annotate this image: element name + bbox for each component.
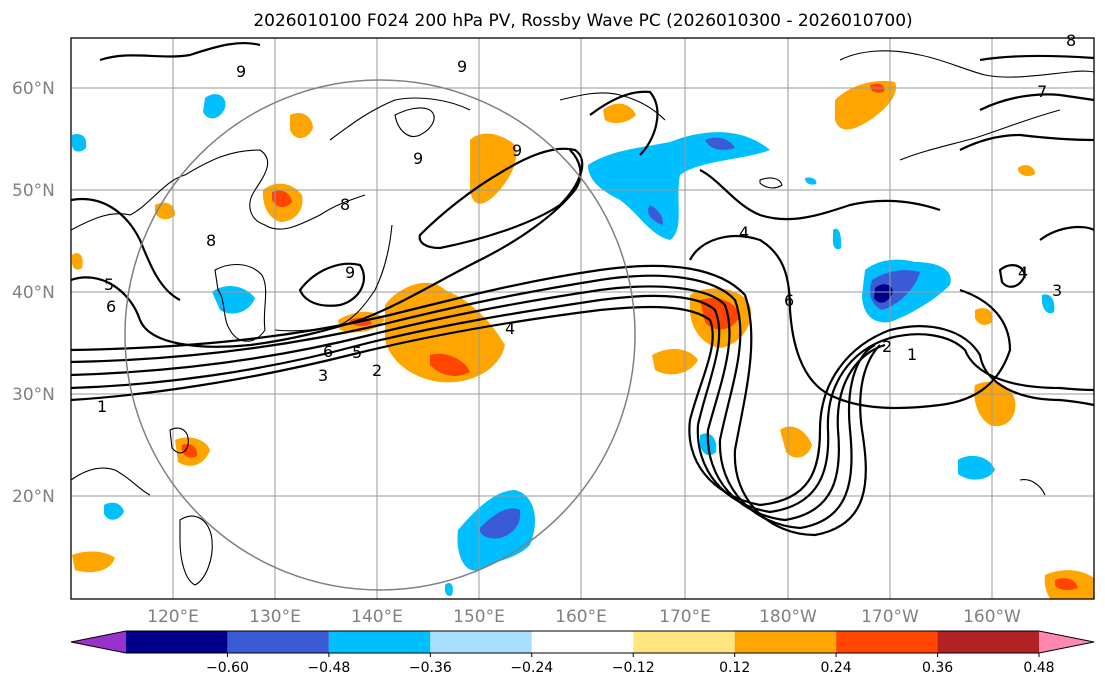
colorbar-bin xyxy=(836,631,938,653)
colorbar-extend-high xyxy=(1039,631,1094,653)
colorbar-tick-label: 0.24 xyxy=(821,660,852,676)
colorbar-tick-label: −0.48 xyxy=(307,660,350,676)
contour-label-5: 5 xyxy=(104,275,114,294)
colorbar-extend-low xyxy=(71,631,126,653)
contour-label-2b: 2 xyxy=(882,337,892,356)
longitude-labels: 120°E 130°E 140°E 150°E 160°E 170°E 180°… xyxy=(147,607,1021,627)
lat-label-40n: 40°N xyxy=(12,283,55,303)
contour-label-8c: 8 xyxy=(1066,31,1076,50)
lon-label-180w: 180°W xyxy=(759,607,817,627)
lat-label-20n: 20°N xyxy=(12,487,55,507)
contour-label-9e: 9 xyxy=(413,149,423,168)
colorbar-bin xyxy=(328,631,431,653)
contour-label-8: 8 xyxy=(206,231,216,250)
colorbar-bin xyxy=(531,631,634,653)
lon-label-120e: 120°E xyxy=(147,607,199,627)
lon-label-130e: 130°E xyxy=(249,607,301,627)
contour-label-7: 7 xyxy=(1037,82,1047,101)
colorbar-bin xyxy=(227,631,329,653)
colorbar-bin xyxy=(734,631,837,653)
lon-label-160w: 160°W xyxy=(963,607,1021,627)
contour-label-9b: 9 xyxy=(457,57,467,76)
colorbar-tick-label: 0.48 xyxy=(1023,660,1054,676)
contour-label-3b: 3 xyxy=(1052,281,1062,300)
lat-label-60n: 60°N xyxy=(12,79,55,99)
contour-label-6c: 6 xyxy=(784,291,794,310)
lon-label-140e: 140°E xyxy=(351,607,403,627)
contour-labels: 1 1 2 2 3 3 4 4 4 5 5 6 6 6 7 8 8 8 9 9 … xyxy=(97,31,1076,416)
colorbar-bin xyxy=(633,631,735,653)
contour-label-4c: 4 xyxy=(1018,263,1028,282)
contour-label-9c: 9 xyxy=(345,263,355,282)
colorbar-tick-label: 0.12 xyxy=(719,660,750,676)
contour-label-6: 6 xyxy=(106,297,116,316)
lon-label-170w: 170°W xyxy=(861,607,919,627)
colorbar-outline xyxy=(70,630,1095,654)
colorbar-tick-label: −0.60 xyxy=(206,660,249,676)
latitude-labels: 60°N 50°N 40°N 30°N 20°N xyxy=(12,79,55,507)
contour-label-1b: 1 xyxy=(907,345,917,364)
lat-label-30n: 30°N xyxy=(12,385,55,405)
colorbar-tick-label: 0.36 xyxy=(922,660,953,676)
contour-label-1: 1 xyxy=(97,397,107,416)
colorbar-bin xyxy=(937,631,1039,653)
lon-label-170e: 170°E xyxy=(659,607,711,627)
contour-label-3: 3 xyxy=(318,366,328,385)
radius-circle xyxy=(124,79,636,591)
figure-title: 2026010100 F024 200 hPa PV, Rossby Wave … xyxy=(253,11,912,31)
colorbar-tick-label: −0.12 xyxy=(612,660,655,676)
map-frame xyxy=(70,37,1095,600)
colorbar: −0.60 −0.48 −0.36 −0.24 −0.12 0.12 0.24 0.36 0.4… xyxy=(70,630,1095,676)
lon-label-150e: 150°E xyxy=(453,607,505,627)
colorbar-tick-label: −0.24 xyxy=(510,660,553,676)
map-area xyxy=(71,38,1094,599)
lon-label-160e: 160°E xyxy=(555,607,607,627)
contour-label-6b: 6 xyxy=(323,342,333,361)
contour-label-5b: 5 xyxy=(352,343,362,362)
contour-label-9: 9 xyxy=(236,62,246,81)
colorbar-tick-label: −0.36 xyxy=(409,660,452,676)
pv-contours xyxy=(70,41,1095,537)
contour-label-4: 4 xyxy=(505,319,515,338)
contour-label-8b: 8 xyxy=(340,195,350,214)
contour-label-2: 2 xyxy=(372,361,382,380)
lat-label-50n: 50°N xyxy=(12,181,55,201)
contour-label-4b: 4 xyxy=(739,223,749,242)
colorbar-bin xyxy=(126,631,228,653)
contour-label-9d: 9 xyxy=(512,141,522,160)
colorbar-bin xyxy=(430,631,532,653)
